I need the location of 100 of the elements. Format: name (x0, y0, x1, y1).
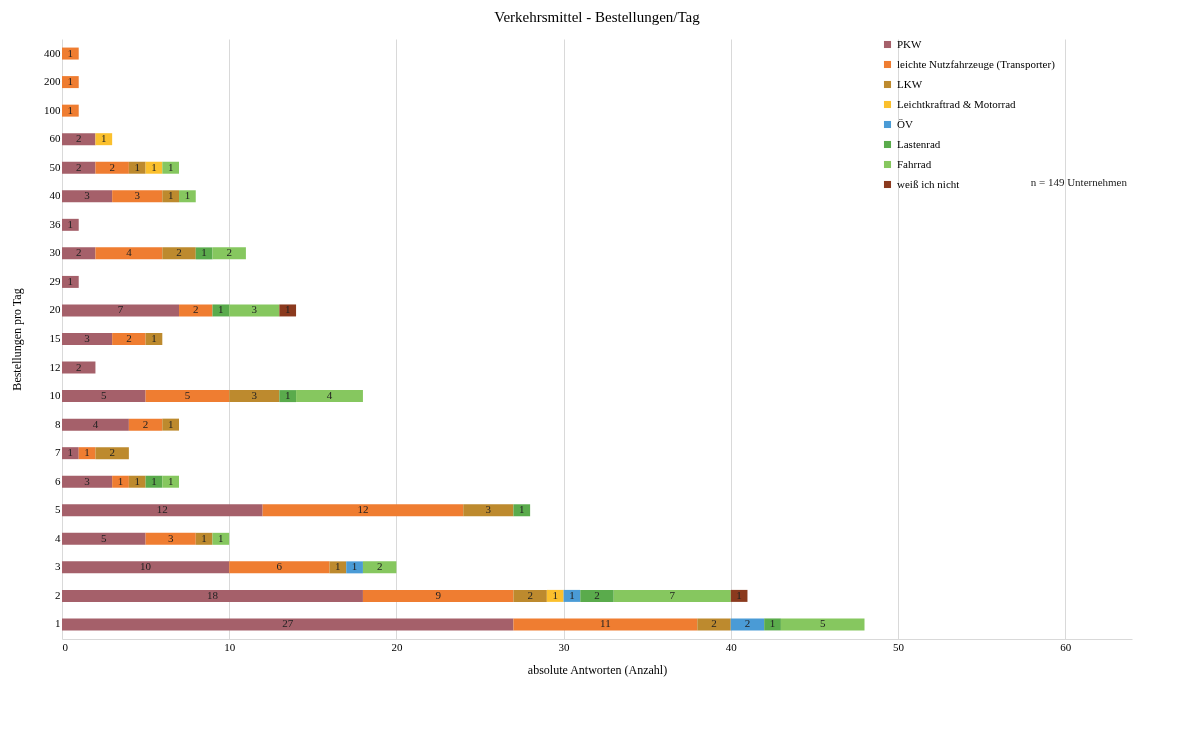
data-label: 1 (84, 446, 90, 459)
legend-label: leichte Nutzfahrzeuge (Transporter) (897, 57, 1056, 71)
bar (513, 589, 547, 602)
y-tick-label: 40 (49, 189, 61, 202)
bar (128, 475, 146, 488)
y-tick-label: 400 (44, 46, 61, 59)
bar (128, 418, 163, 431)
bar (62, 275, 79, 288)
data-label: 1 (218, 303, 224, 316)
data-label: 3 (134, 189, 141, 202)
bar (62, 104, 79, 117)
data-label: 2 (226, 246, 232, 259)
bar (62, 47, 79, 60)
bar (95, 447, 129, 460)
data-label: 3 (251, 389, 258, 402)
data-label: 12 (357, 503, 369, 516)
x-tick-label: 0 (62, 640, 69, 653)
y-tick-label: 29 (49, 274, 61, 287)
legend-label: weiß ich nicht (897, 177, 960, 190)
data-label: 6 (276, 560, 283, 573)
y-tick-label: 200 (44, 75, 61, 88)
legend-label: PKW (897, 37, 923, 50)
data-label: 11 (600, 617, 611, 630)
bar (229, 390, 280, 403)
data-label: 1 (552, 588, 558, 601)
data-label: 1 (167, 160, 174, 173)
data-label: 2 (193, 303, 199, 316)
x-tick-label: 50 (892, 640, 905, 653)
y-tick-label: 36 (49, 217, 61, 230)
bar (279, 390, 297, 403)
data-label: 9 (435, 588, 442, 601)
bar (62, 418, 129, 431)
data-label: 2 (75, 360, 82, 373)
bar (62, 504, 263, 517)
y-tick-label: 4 (55, 531, 61, 544)
data-label: 1 (151, 474, 157, 487)
y-tick-label: 1 (55, 617, 61, 630)
data-label: 1 (67, 103, 74, 116)
bar (128, 161, 146, 174)
bar (95, 161, 129, 174)
data-label: 12 (156, 503, 168, 516)
data-label: 1 (167, 417, 174, 430)
data-label: 1 (167, 189, 174, 202)
bar (62, 532, 146, 545)
x-tick-label: 60 (1060, 640, 1072, 653)
y-tick-label: 50 (49, 160, 61, 173)
bar (62, 447, 79, 460)
data-label: 1 (351, 560, 358, 573)
y-tick-label: 7 (55, 446, 61, 459)
data-label: 2 (376, 560, 383, 573)
bar (179, 304, 213, 317)
bar (62, 390, 146, 403)
bar (62, 161, 96, 174)
bar (62, 304, 180, 317)
bar (62, 618, 514, 631)
data-label: 1 (67, 274, 74, 287)
data-label: 1 (201, 246, 207, 259)
data-label: 2 (176, 246, 182, 259)
bar (62, 589, 363, 602)
bar (212, 532, 230, 545)
data-label: 1 (117, 474, 124, 487)
bar (296, 390, 363, 403)
data-label: 1 (134, 474, 140, 487)
bar (162, 190, 180, 203)
data-label: 2 (126, 332, 132, 344)
data-label: 7 (117, 303, 124, 316)
bar (546, 589, 564, 602)
bar (62, 361, 96, 374)
data-label: 1 (101, 132, 107, 145)
data-label: 3 (84, 474, 91, 487)
bar (112, 333, 146, 345)
data-label: 3 (485, 503, 492, 516)
data-label: 1 (736, 588, 742, 601)
y-axis-title: Bestellungen pro Tag (10, 288, 24, 391)
data-label: 1 (67, 446, 74, 459)
data-label: 5 (101, 531, 108, 544)
data-label: 1 (284, 303, 291, 316)
bar (229, 304, 280, 317)
bar (262, 504, 464, 517)
bar (780, 618, 865, 631)
bar (463, 504, 514, 517)
data-label: 1 (67, 217, 74, 230)
data-label: 1 (284, 389, 291, 402)
bar (580, 589, 614, 602)
y-tick-label: 20 (49, 303, 61, 316)
data-label: 5 (101, 389, 108, 402)
data-label: 10 (140, 560, 152, 573)
bar (513, 504, 531, 517)
data-label: 1 (151, 332, 157, 344)
y-tick-label: 3 (55, 560, 61, 573)
data-label: 1 (134, 160, 140, 173)
y-tick-label: 15 (49, 332, 61, 344)
data-label: 2 (109, 446, 115, 459)
data-label: 5 (184, 389, 191, 402)
legend-label: Leichtkraftrad & Motorrad (897, 97, 1017, 110)
bar (212, 304, 230, 317)
data-label: 1 (201, 531, 207, 544)
data-label: 1 (769, 617, 776, 630)
data-label: 1 (519, 503, 525, 516)
y-tick-label: 12 (49, 360, 61, 373)
